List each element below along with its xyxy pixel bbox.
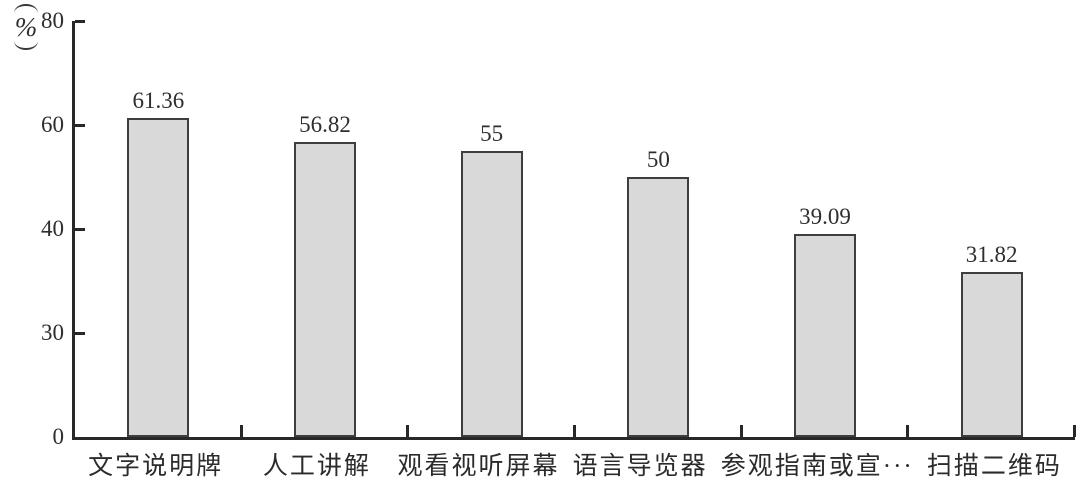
y-axis-tick (75, 19, 85, 23)
x-axis-label: 语言导览器 (572, 453, 708, 480)
x-axis-label: 扫描二维码 (926, 453, 1062, 480)
x-axis-tick (1073, 425, 1076, 437)
x-axis-tick (573, 425, 576, 437)
vertical-paren-close (14, 41, 38, 50)
y-axis-tick-label: 30 (41, 320, 64, 345)
bar (794, 233, 856, 437)
x-axis-label: 观看视听屏幕 (397, 453, 560, 480)
bar-value-label: 55 (480, 121, 504, 146)
bar (127, 117, 190, 437)
y-axis-tick-label: 60 (41, 112, 64, 137)
y-axis-tick-label: 40 (41, 216, 64, 241)
x-axis-tick (239, 425, 243, 437)
bar-value-label: 56.82 (299, 111, 351, 137)
bar-value-label: 61.36 (132, 87, 185, 113)
bar (294, 141, 356, 437)
x-axis-label: 参观指南或宣··· (720, 453, 914, 480)
vertical-paren-open (14, 4, 38, 13)
x-axis-tick (906, 425, 910, 437)
plot-area: 61.36 56.82 55 50 39.09 31.82 (72, 19, 1076, 440)
x-axis-label: 人工讲解 (262, 453, 371, 480)
y-axis-tick (75, 331, 85, 335)
bar-value-label: 31.82 (965, 241, 1018, 267)
bar-value-label: 39.09 (799, 203, 851, 229)
percent-sign: % (14, 12, 38, 42)
y-axis-unit-label: % (6, 4, 46, 50)
x-axis-label: 文字说明牌 (88, 453, 224, 480)
x-axis-tick (739, 425, 743, 437)
y-axis-tick-label: 80 (41, 8, 64, 33)
bar-value-label: 50 (646, 147, 670, 172)
x-axis-tick (406, 425, 410, 437)
x-axis-labels: 文字说明牌 人工讲解 观看视听屏幕 语言导览器 参观指南或宣··· 扫描二维码 (75, 446, 1075, 482)
y-axis-tick (75, 123, 85, 127)
bar (460, 151, 523, 437)
bar (960, 271, 1023, 437)
y-axis-tick-label: 0 (52, 424, 65, 449)
bar (627, 177, 690, 437)
y-axis-labels: 80 60 40 30 0 (0, 8, 64, 449)
y-axis-tick (75, 227, 85, 231)
